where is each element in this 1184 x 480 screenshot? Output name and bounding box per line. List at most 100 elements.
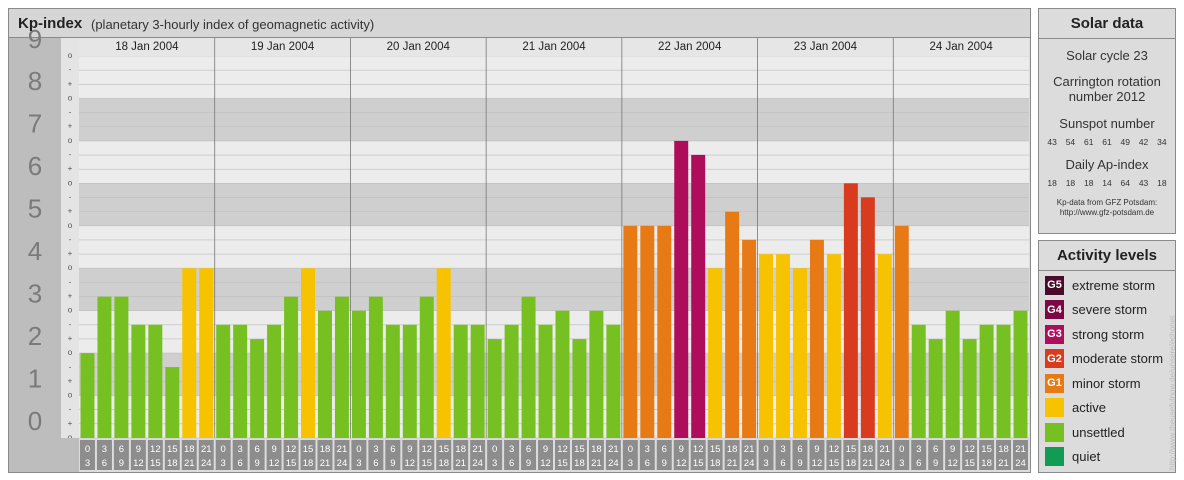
interval-box [826, 440, 842, 470]
interval-box [962, 440, 978, 470]
y-subtick-label: - [69, 320, 72, 329]
interval-end-label: 18 [710, 458, 721, 469]
kp-chart-panel: 0 1 2 3 4 5 6 7 8 9 o + - o + - o + - o + - o + - o + - o + - o + - o + - o 18… [8, 8, 1031, 473]
kp-bar [572, 339, 587, 438]
kp-bar [470, 324, 485, 438]
interval-box [996, 440, 1012, 470]
kp-bar [623, 225, 638, 438]
legend-label: minor storm [1072, 375, 1141, 391]
kp-bar [436, 268, 451, 438]
day-header-bg [79, 38, 1029, 56]
interval-box [368, 440, 384, 470]
y-tick-label: 9 [28, 24, 42, 54]
activity-levels-panel: Activity levels G5 extreme storm G4 severe … [1038, 240, 1176, 473]
interval-box [147, 440, 163, 470]
interval-box [402, 440, 418, 470]
kp-bar [301, 268, 315, 438]
interval-end-label: 24 [1015, 458, 1026, 469]
interval-start-label: 21 [337, 444, 348, 455]
interval-start-label: 3 [238, 444, 243, 455]
kp-bar [233, 324, 248, 438]
y-subtick-label: - [69, 405, 72, 414]
interval-box [80, 440, 95, 470]
y-band [79, 56, 1029, 99]
kp-bar [521, 296, 536, 438]
kp-bar [708, 268, 723, 438]
interval-box [622, 440, 638, 470]
interval-end-label: 21 [591, 458, 602, 469]
interval-box [113, 440, 129, 470]
y-axis-bottom-bg [9, 438, 79, 472]
y-subtick-label: o [68, 306, 73, 315]
interval-box [96, 440, 112, 470]
interval-start-label: 12 [829, 444, 840, 455]
legend-label: extreme storm [1072, 277, 1156, 293]
kp-bar [606, 324, 621, 438]
interval-start-label: 0 [356, 444, 361, 455]
interval-box [334, 440, 350, 470]
interval-box [419, 440, 435, 470]
interval-start-label: 18 [591, 444, 602, 455]
kp-bar [402, 324, 417, 438]
y-subtick-label: + [68, 79, 73, 88]
kp-bar [538, 324, 553, 438]
interval-end-label: 9 [933, 458, 938, 469]
interval-end-label: 9 [662, 458, 667, 469]
interval-end-label: 3 [221, 458, 226, 469]
interval-start-label: 3 [509, 444, 514, 455]
interval-start-label: 12 [693, 444, 704, 455]
kp-bar [318, 310, 332, 438]
interval-end-label: 15 [557, 458, 568, 469]
legend-item: G3 strong storm [1045, 324, 1144, 344]
kp-bar [725, 211, 740, 438]
credit-line2[interactable]: http://www.gfz-potsdam.de [1059, 208, 1155, 217]
legend-swatch: G4 [1045, 300, 1064, 319]
kp-bar [657, 225, 672, 438]
y-subtick-label: - [69, 65, 72, 74]
y-subtick-label: + [68, 334, 73, 343]
interval-start-label: 18 [998, 444, 1009, 455]
day-label: 23 Jan 2004 [794, 41, 858, 53]
kp-bar [351, 310, 366, 438]
y-subtick-label: + [68, 249, 73, 258]
interval-box [249, 440, 265, 470]
interval-end-label: 3 [763, 458, 768, 469]
ap-value: 18 [1157, 178, 1167, 188]
y-subtick-label: + [68, 122, 73, 131]
interval-end-label: 24 [880, 458, 891, 469]
y-subtick-label: - [69, 362, 72, 371]
interval-box [470, 440, 486, 470]
interval-box [758, 440, 774, 470]
interval-end-label: 6 [373, 458, 378, 469]
kp-chart: 0123456789o+-o+-o+-o+-o+-o+-o+-o+-o+-o18… [9, 9, 1030, 472]
interval-start-label: 3 [916, 444, 921, 455]
interval-end-label: 15 [964, 458, 975, 469]
day-label: 18 Jan 2004 [115, 41, 179, 53]
y-subtick-label: o [68, 433, 73, 442]
interval-box [843, 440, 859, 470]
side-url: http://www.theusefulnow.de/unsere/echone… [1168, 315, 1177, 470]
y-tick-label: 3 [28, 278, 42, 308]
interval-box [809, 440, 825, 470]
interval-box [555, 440, 570, 470]
sunspot-label: Sunspot number [1059, 116, 1155, 131]
title-bar-bg [9, 9, 1030, 37]
kp-bar [555, 310, 570, 438]
kp-bar [911, 324, 926, 438]
day-label: 19 Jan 2004 [251, 41, 315, 53]
interval-end-label: 9 [254, 458, 259, 469]
kp-bar [267, 324, 282, 438]
interval-end-label: 15 [150, 458, 161, 469]
interval-start-label: 21 [201, 444, 212, 455]
legend-swatch: G2 [1045, 349, 1064, 368]
interval-start-label: 15 [303, 444, 314, 455]
interval-start-label: 18 [455, 444, 466, 455]
legend-swatch [1045, 398, 1064, 417]
interval-box [860, 440, 876, 470]
ap-label: Daily Ap-index [1065, 157, 1149, 172]
y-tick-label: 6 [28, 151, 42, 181]
interval-end-label: 21 [184, 458, 195, 469]
kp-bar [504, 324, 519, 438]
interval-box [639, 440, 655, 470]
y-subtick-label: o [68, 391, 73, 400]
